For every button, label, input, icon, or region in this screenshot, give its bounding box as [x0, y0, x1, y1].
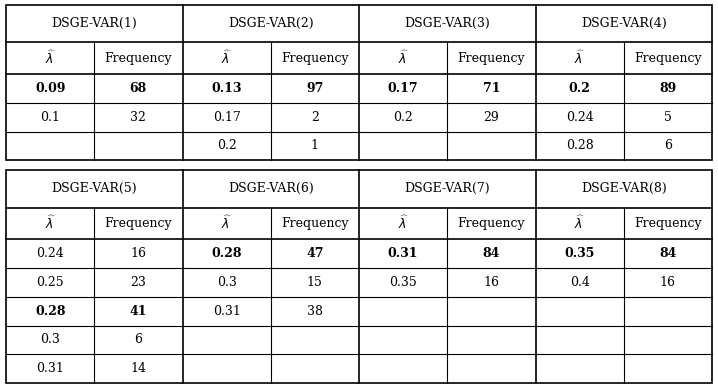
- Text: 41: 41: [130, 305, 147, 318]
- Text: 0.31: 0.31: [388, 247, 419, 260]
- Text: Frequency: Frequency: [281, 52, 349, 65]
- Text: 6: 6: [134, 333, 142, 346]
- Text: 16: 16: [660, 276, 676, 289]
- Text: 0.2: 0.2: [569, 82, 591, 95]
- Text: $\widehat{\lambda}$: $\widehat{\lambda}$: [45, 50, 55, 67]
- Text: 84: 84: [659, 247, 676, 260]
- Text: $\widehat{\lambda}$: $\widehat{\lambda}$: [45, 215, 55, 232]
- Text: Frequency: Frequency: [457, 217, 525, 230]
- Text: 32: 32: [131, 111, 146, 124]
- Text: 0.09: 0.09: [35, 82, 65, 95]
- Text: 5: 5: [664, 111, 672, 124]
- Text: 16: 16: [131, 247, 146, 260]
- Text: 1: 1: [311, 139, 319, 152]
- Text: 0.31: 0.31: [36, 362, 64, 375]
- Text: 89: 89: [659, 82, 676, 95]
- Text: 0.4: 0.4: [569, 276, 589, 289]
- Text: $\widehat{\lambda}$: $\widehat{\lambda}$: [221, 50, 232, 67]
- Text: Frequency: Frequency: [105, 52, 172, 65]
- Text: Frequency: Frequency: [634, 217, 701, 230]
- Text: 0.25: 0.25: [37, 276, 64, 289]
- Text: DSGE-VAR(8): DSGE-VAR(8): [581, 182, 666, 196]
- Text: DSGE-VAR(1): DSGE-VAR(1): [52, 17, 137, 30]
- Text: 0.28: 0.28: [35, 305, 65, 318]
- Text: 23: 23: [131, 276, 146, 289]
- Text: DSGE-VAR(2): DSGE-VAR(2): [228, 17, 314, 30]
- Text: 0.28: 0.28: [566, 139, 594, 152]
- Text: 0.13: 0.13: [211, 82, 242, 95]
- Text: 0.3: 0.3: [40, 333, 60, 346]
- Text: $\widehat{\lambda}$: $\widehat{\lambda}$: [221, 215, 232, 232]
- Text: 0.3: 0.3: [217, 276, 236, 289]
- Text: 0.1: 0.1: [40, 111, 60, 124]
- Text: DSGE-VAR(6): DSGE-VAR(6): [228, 182, 314, 196]
- Text: 0.35: 0.35: [389, 276, 417, 289]
- Text: 47: 47: [306, 247, 324, 260]
- Text: 29: 29: [483, 111, 499, 124]
- Text: $\widehat{\lambda}$: $\widehat{\lambda}$: [574, 215, 585, 232]
- Text: 0.28: 0.28: [211, 247, 242, 260]
- Text: $\widehat{\lambda}$: $\widehat{\lambda}$: [398, 50, 409, 67]
- Text: Frequency: Frequency: [634, 52, 701, 65]
- Text: 68: 68: [130, 82, 147, 95]
- Text: Frequency: Frequency: [457, 52, 525, 65]
- Text: 15: 15: [307, 276, 323, 289]
- Text: DSGE-VAR(3): DSGE-VAR(3): [404, 17, 490, 30]
- Text: 0.17: 0.17: [213, 111, 241, 124]
- Text: 0.24: 0.24: [566, 111, 594, 124]
- Text: 38: 38: [307, 305, 323, 318]
- Text: 14: 14: [131, 362, 146, 375]
- Text: 16: 16: [483, 276, 500, 289]
- Text: 0.31: 0.31: [213, 305, 241, 318]
- Text: $\widehat{\lambda}$: $\widehat{\lambda}$: [574, 50, 585, 67]
- Text: DSGE-VAR(5): DSGE-VAR(5): [52, 182, 137, 196]
- Text: 6: 6: [664, 139, 672, 152]
- Text: Frequency: Frequency: [281, 217, 349, 230]
- Text: DSGE-VAR(7): DSGE-VAR(7): [404, 182, 490, 196]
- Text: Frequency: Frequency: [105, 217, 172, 230]
- Text: 2: 2: [311, 111, 319, 124]
- Text: 84: 84: [482, 247, 500, 260]
- Text: $\widehat{\lambda}$: $\widehat{\lambda}$: [398, 215, 409, 232]
- Text: 97: 97: [306, 82, 324, 95]
- Text: 0.2: 0.2: [393, 111, 413, 124]
- Bar: [6, 170, 712, 383]
- Text: 0.2: 0.2: [217, 139, 236, 152]
- Text: 71: 71: [482, 82, 500, 95]
- Text: 0.24: 0.24: [36, 247, 64, 260]
- Text: DSGE-VAR(4): DSGE-VAR(4): [581, 17, 666, 30]
- Bar: [6, 5, 712, 160]
- Text: 0.17: 0.17: [388, 82, 419, 95]
- Text: 0.35: 0.35: [564, 247, 595, 260]
